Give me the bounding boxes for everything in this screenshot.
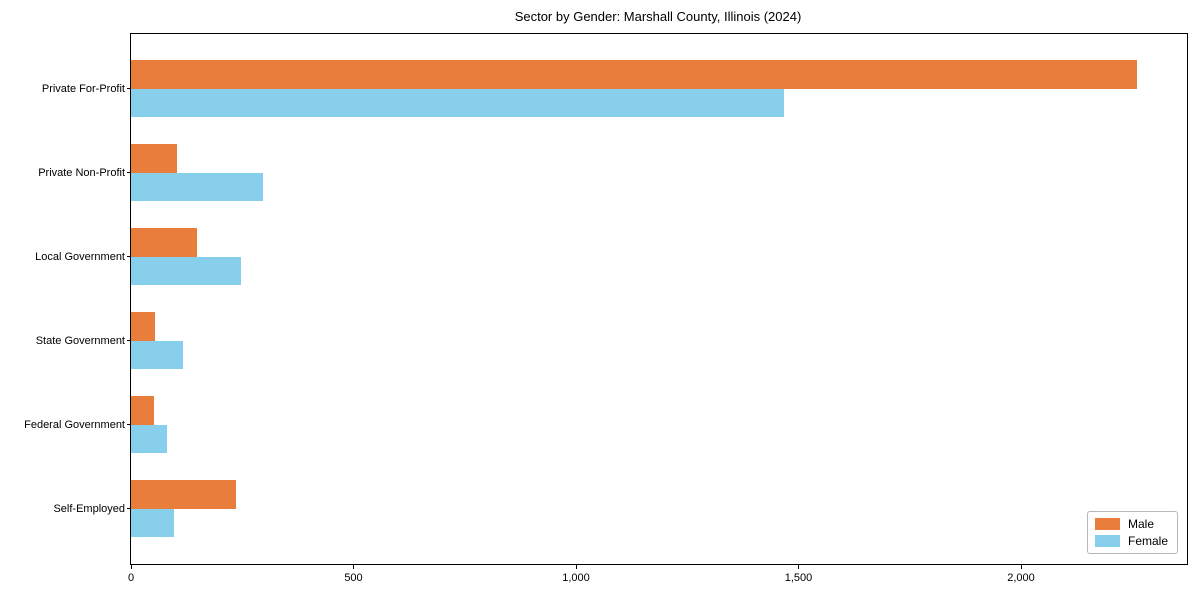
bar-female bbox=[131, 256, 242, 286]
legend-item: Male bbox=[1094, 517, 1168, 531]
y-tick-mark bbox=[127, 172, 131, 174]
y-tick-mark bbox=[127, 88, 131, 89]
bar-male bbox=[131, 480, 237, 509]
y-tick-mark bbox=[127, 256, 131, 258]
y-tick-mark bbox=[127, 340, 131, 342]
legend: Male Female bbox=[1086, 511, 1178, 554]
bar-male bbox=[131, 60, 1137, 89]
bar-female bbox=[131, 172, 263, 202]
x-tick-label: 1,500 bbox=[784, 572, 813, 584]
x-tick-mark bbox=[575, 565, 577, 569]
bar-male bbox=[131, 144, 177, 173]
bar-male bbox=[131, 396, 154, 425]
y-tick-mark bbox=[127, 508, 131, 510]
bar-male bbox=[131, 228, 198, 257]
y-tick-mark bbox=[127, 424, 131, 426]
bar-female bbox=[131, 340, 183, 370]
x-tick-mark bbox=[130, 565, 132, 569]
x-tick-label: 0 bbox=[127, 572, 135, 584]
y-tick-label: Local Government bbox=[35, 250, 125, 263]
x-tick-label: 2,000 bbox=[1007, 572, 1035, 584]
bar-male bbox=[131, 312, 156, 341]
x-tick-mark bbox=[353, 565, 354, 569]
y-tick-label: State Government bbox=[35, 334, 125, 347]
legend-swatch-male bbox=[1094, 518, 1120, 530]
x-tick-mark bbox=[1020, 565, 1022, 569]
bar-female bbox=[131, 508, 174, 538]
legend-label: Male bbox=[1127, 517, 1154, 531]
y-tick-label: Federal Government bbox=[24, 418, 125, 431]
chart-title: Sector by Gender: Marshall County, Illin… bbox=[514, 9, 802, 24]
x-tick-label: 500 bbox=[344, 572, 363, 584]
y-tick-label: Private Non-Profit bbox=[38, 166, 125, 179]
plot-area: 0 500 1,000 1,500 2,000 Private For-Profit Pri… bbox=[24, 33, 1188, 584]
y-tick-label: Private For-Profit bbox=[41, 82, 125, 95]
legend-swatch-female bbox=[1094, 535, 1120, 547]
x-tick-label: 1,000 bbox=[562, 572, 590, 584]
legend-label: Female bbox=[1127, 534, 1168, 548]
y-tick-label: Self-Employed bbox=[53, 502, 125, 515]
bar-female bbox=[131, 424, 168, 454]
legend-item: Female bbox=[1094, 534, 1168, 548]
bar-female bbox=[131, 88, 784, 117]
x-tick-mark bbox=[798, 565, 799, 569]
